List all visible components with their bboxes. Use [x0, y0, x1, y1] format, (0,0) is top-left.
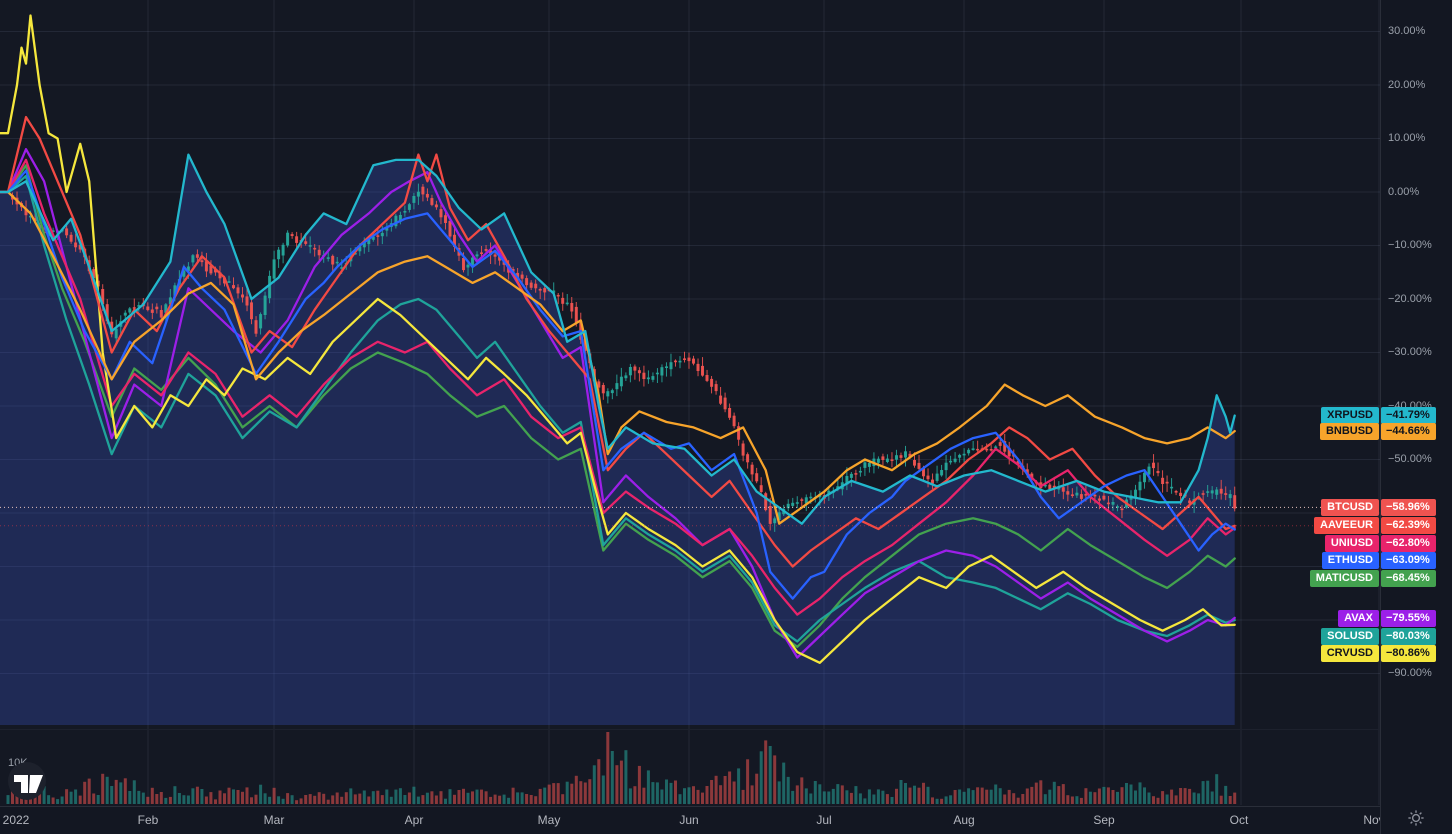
series-symbol: XRPUSD	[1321, 406, 1379, 424]
series-change-value: −80.03%	[1381, 627, 1436, 645]
series-label-xrpusd[interactable]: XRPUSD −41.79%	[1321, 406, 1436, 424]
series-change-value: −79.55%	[1381, 609, 1436, 627]
series-label-bnbusd[interactable]: BNBUSD −44.66%	[1319, 422, 1436, 440]
series-change-value: −68.45%	[1381, 569, 1436, 587]
series-change-value: −80.86%	[1381, 644, 1436, 662]
x-axis-month-label: Apr	[404, 813, 424, 827]
tradingview-logo[interactable]	[6, 760, 48, 807]
pane-separator[interactable]	[0, 729, 1380, 730]
series-symbol: UNIUSD	[1324, 534, 1379, 552]
time-axis[interactable]: 2022 Feb Mar Apr May Jun Jul Aug Sep Oct Nov	[0, 806, 1380, 834]
series-change-value: −62.39%	[1381, 516, 1436, 534]
series-label-crvusd[interactable]: CRVUSD −80.86%	[1320, 644, 1436, 662]
x-axis-month-label: 2022	[2, 813, 30, 827]
x-axis-month-label: Mar	[263, 813, 285, 827]
y-axis-tick: −90.00%	[1388, 667, 1432, 679]
series-change-value: −63.09%	[1381, 551, 1436, 569]
series-symbol: BNBUSD	[1319, 422, 1379, 440]
series-label-solusd[interactable]: SOLUSD −80.03%	[1321, 627, 1436, 645]
series-change-value: −62.80%	[1381, 534, 1436, 552]
y-axis-tick: 10.00%	[1388, 132, 1426, 144]
x-axis-month-label: Oct	[1229, 813, 1249, 827]
series-label-btcusd[interactable]: BTCUSD −58.96%	[1321, 498, 1436, 516]
series-symbol: MATICUSD	[1309, 569, 1379, 587]
x-axis-month-label: Feb	[137, 813, 159, 827]
y-axis-tick: 30.00%	[1388, 25, 1426, 37]
y-axis-tick: 0.00%	[1388, 185, 1420, 198]
y-axis-tick: −10.00%	[1388, 239, 1432, 251]
series-change-value: −44.66%	[1381, 422, 1436, 440]
x-axis-month-label: Sep	[1093, 813, 1115, 827]
series-label-ethusd[interactable]: ETHUSD −63.09%	[1321, 551, 1436, 569]
y-axis-tick: −50.00%	[1388, 453, 1432, 465]
x-axis-month-label: Nov	[1363, 813, 1380, 827]
y-axis-tick: 20.00%	[1388, 78, 1426, 91]
series-symbol: ETHUSD	[1321, 551, 1379, 569]
series-label-aaveeur[interactable]: AAVEEUR −62.39%	[1314, 516, 1436, 534]
x-axis-month-label: Jun	[679, 813, 699, 827]
series-symbol: BTCUSD	[1321, 498, 1379, 516]
series-label-maticusd[interactable]: MATICUSD −68.45%	[1309, 569, 1436, 587]
y-axis-tick: −30.00%	[1388, 346, 1432, 358]
x-axis-month-label: Jul	[816, 813, 832, 827]
y-axis-tick: −20.00%	[1388, 292, 1432, 305]
settings-gear-icon[interactable]	[1404, 806, 1428, 830]
series-label-uniusd[interactable]: UNIUSD −62.80%	[1324, 534, 1436, 552]
x-axis-month-label: May	[537, 813, 561, 827]
series-symbol: SOLUSD	[1321, 627, 1379, 645]
series-symbol: CRVUSD	[1320, 644, 1379, 662]
series-label-avax[interactable]: AVAX −79.55%	[1338, 609, 1436, 627]
series-change-value: −41.79%	[1381, 406, 1436, 424]
x-axis-month-label: Aug	[953, 813, 975, 827]
series-symbol: AAVEEUR	[1314, 516, 1379, 534]
series-change-value: −58.96%	[1381, 498, 1436, 516]
series-symbol: AVAX	[1338, 609, 1379, 627]
